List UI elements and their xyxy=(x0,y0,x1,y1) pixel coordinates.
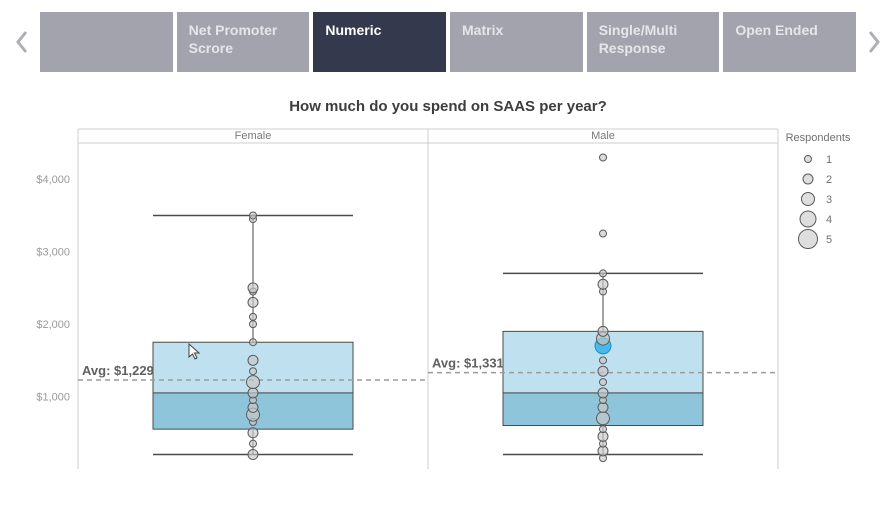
svg-text:Female: Female xyxy=(235,130,272,142)
tab-matrix[interactable]: Matrix xyxy=(450,12,583,72)
tab-open-ended[interactable]: Open Ended xyxy=(723,12,856,72)
svg-text:2: 2 xyxy=(826,174,832,186)
svg-text:Male: Male xyxy=(591,130,615,142)
tabs-row: Net Promoter ScroreNumericMatrixSingle/M… xyxy=(0,0,896,84)
tab-net-promoter-scrore[interactable]: Net Promoter Scrore xyxy=(177,12,310,72)
svg-text:4: 4 xyxy=(826,214,832,226)
svg-text:$4,000: $4,000 xyxy=(36,174,70,186)
svg-text:$1,000: $1,000 xyxy=(36,392,70,404)
chart-area: Female Male $1,000 $2,000 $3,000 $4,000 Avg: $… xyxy=(20,121,876,471)
svg-text:1: 1 xyxy=(826,154,832,166)
chart-title: How much do you spend on SAAS per year? xyxy=(0,98,896,115)
tab-single-multi-response[interactable]: Single/Multi Response xyxy=(587,12,720,72)
svg-text:3: 3 xyxy=(826,194,832,206)
svg-text:Respondents: Respondents xyxy=(786,132,851,144)
svg-text:Avg: $1,331: Avg: $1,331 xyxy=(432,356,504,371)
next-arrow[interactable] xyxy=(860,12,888,72)
boxplot-chart: Female Male $1,000 $2,000 $3,000 $4,000 Avg: $… xyxy=(20,121,876,471)
svg-text:5: 5 xyxy=(826,234,832,246)
tab-blank[interactable] xyxy=(40,12,173,72)
svg-text:$3,000: $3,000 xyxy=(36,247,70,259)
tab-numeric[interactable]: Numeric xyxy=(313,12,446,72)
svg-text:Avg: $1,229: Avg: $1,229 xyxy=(82,363,154,378)
svg-text:$2,000: $2,000 xyxy=(36,319,70,331)
tabs: Net Promoter ScroreNumericMatrixSingle/M… xyxy=(40,12,856,72)
prev-arrow[interactable] xyxy=(8,12,36,72)
